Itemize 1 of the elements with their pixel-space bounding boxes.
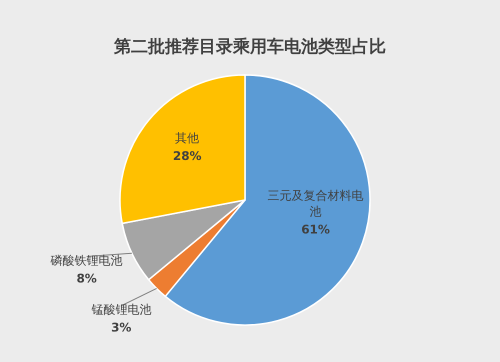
- chart-title: 第二批推荐目录乘用车电池类型占比: [113, 37, 386, 57]
